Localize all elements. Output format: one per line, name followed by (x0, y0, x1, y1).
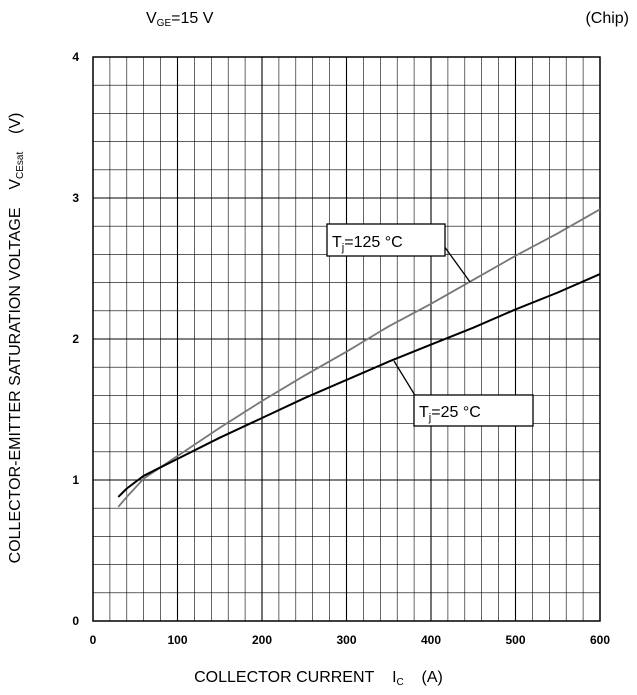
x-axis-unit: (A) (421, 669, 443, 686)
leader-line-125 (443, 245, 471, 283)
series-line-tj125 (117, 208, 601, 508)
x-axis-symbol: I (392, 669, 397, 686)
x-tick-labels: 0 100 200 300 400 500 600 (90, 633, 611, 647)
x-axis-label: COLLECTOR CURRENT IC (A) (0, 669, 637, 688)
major-grid (93, 57, 600, 621)
y-tick-label: 4 (72, 50, 79, 64)
x-tick-label: 100 (167, 633, 187, 647)
x-tick-label: 400 (421, 633, 441, 647)
x-axis-symbol-sub: C (396, 677, 404, 688)
y-tick-label: 0 (72, 614, 79, 628)
plot-frame (92, 56, 601, 622)
x-tick-label: 0 (90, 633, 97, 647)
leader-line-25 (393, 360, 417, 398)
condition-label: VGE=15 V (146, 10, 214, 29)
x-tick-label: 200 (252, 633, 272, 647)
chip-note: (Chip) (585, 10, 629, 27)
series-lines (117, 208, 601, 508)
label-box-25 (413, 394, 534, 427)
x-tick-label: 300 (336, 633, 356, 647)
label-box-125 (326, 223, 446, 257)
x-tick-label: 600 (590, 633, 610, 647)
series-line-tj25 (117, 273, 601, 498)
series-label-125: Tj=125 °C (332, 234, 403, 254)
series-label-25: Tj=25 °C (419, 404, 481, 424)
y-tick-label: 3 (72, 191, 79, 205)
y-tick-label: 1 (72, 473, 79, 487)
x-tick-label: 500 (505, 633, 525, 647)
y-tick-labels: 0 1 2 3 4 (72, 50, 79, 628)
y-tick-label: 2 (72, 332, 79, 346)
x-axis-title: COLLECTOR CURRENT (194, 669, 375, 686)
